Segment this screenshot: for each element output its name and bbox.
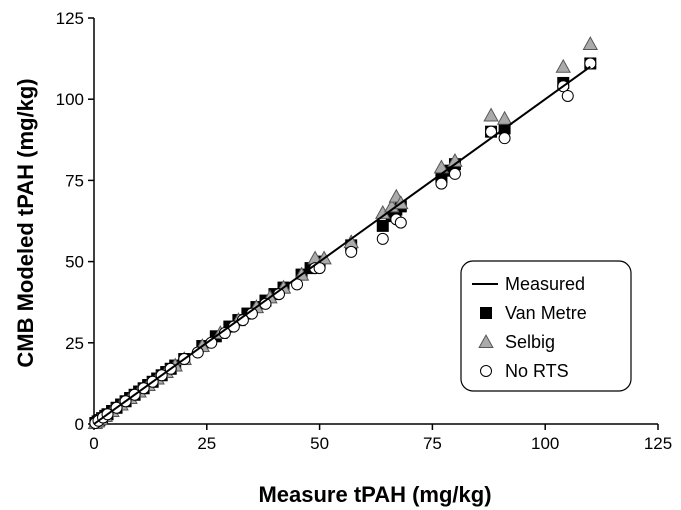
y-tick-label: 50 [65, 253, 84, 272]
circle-data-point [584, 57, 597, 70]
triangle-data-point [483, 107, 499, 122]
circle-data-point [376, 232, 389, 245]
triangle-data-point [582, 36, 599, 50]
x-tick-label: 25 [197, 434, 216, 453]
circle-data-point [448, 167, 461, 180]
x-tick-label: 0 [89, 434, 98, 453]
square-data-point [376, 219, 389, 232]
measured-line [93, 65, 591, 425]
y-axis-title: CMB Modeled tPAH (mg/kg) [13, 78, 38, 367]
circle-data-point [498, 132, 511, 145]
y-tick-label: 0 [75, 415, 84, 434]
circle-data-point [561, 89, 574, 102]
x-axis-title: Measure tPAH (mg/kg) [258, 482, 491, 507]
x-tick-label: 75 [423, 434, 442, 453]
axes [88, 17, 659, 430]
y-tick-labels: 0 25 50 75 100 125 [56, 9, 84, 434]
legend-box [460, 260, 632, 392]
y-tick-label: 25 [65, 334, 84, 353]
x-tick-label: 100 [531, 434, 559, 453]
x-tick-label: 125 [644, 434, 672, 453]
legend-circle-swatch [480, 365, 492, 377]
x-tick-label: 50 [310, 434, 329, 453]
y-tick-label: 75 [65, 171, 84, 190]
triangle-data-point [447, 153, 463, 167]
legend-triangle-swatch [478, 334, 494, 348]
x-tick-labels: 0 25 50 75 100 125 [89, 434, 672, 453]
y-tick-label: 125 [56, 9, 84, 28]
legend-label-van-metre: Van Metre [505, 303, 587, 323]
legend-label-no-rts: No RTS [505, 361, 569, 381]
circle-data-point [345, 245, 358, 258]
plot-area [87, 36, 599, 430]
legend-label-selbig: Selbig [505, 332, 555, 352]
triangle-data-point [555, 58, 571, 73]
circle-data-point [394, 216, 407, 229]
circle-data-point [435, 177, 448, 190]
y-tick-label: 100 [56, 90, 84, 109]
legend-square-swatch [480, 307, 492, 319]
legend-label-measured: Measured [505, 274, 585, 294]
triangle-data-point [496, 110, 513, 125]
legend: Measured Van Metre Selbig No RTS [460, 260, 632, 392]
